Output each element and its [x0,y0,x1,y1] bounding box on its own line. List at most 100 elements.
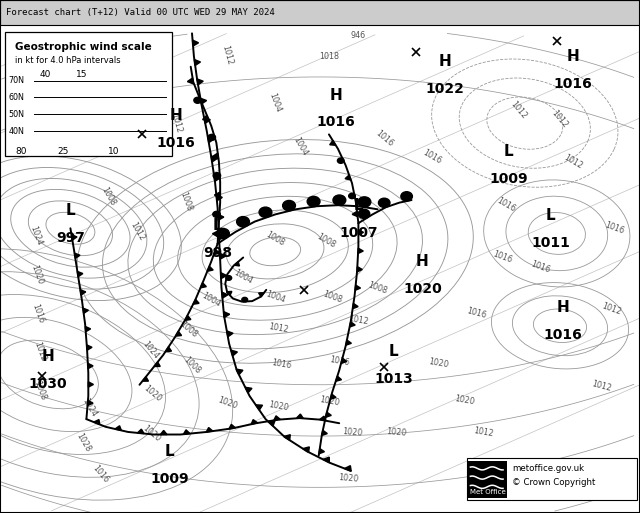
Polygon shape [227,331,233,337]
Text: 1022: 1022 [426,82,464,96]
Text: H: H [170,108,182,123]
Text: 1024: 1024 [28,225,44,247]
Text: 1011: 1011 [531,236,570,250]
Text: 1012: 1012 [600,301,622,317]
Polygon shape [208,137,214,143]
Polygon shape [346,340,351,345]
Text: H: H [557,301,570,315]
Polygon shape [341,358,347,363]
Polygon shape [207,266,213,271]
Text: 1008: 1008 [182,355,202,376]
Polygon shape [358,230,364,235]
Polygon shape [214,249,220,254]
Polygon shape [358,248,364,253]
Text: 1008: 1008 [367,281,388,296]
Circle shape [242,298,248,302]
Text: 60N: 60N [8,93,24,102]
Polygon shape [229,424,236,429]
Circle shape [213,172,221,179]
Text: 1016: 1016 [317,115,355,129]
Text: 1004: 1004 [200,291,222,309]
Polygon shape [83,308,88,313]
Text: 1008: 1008 [100,185,118,207]
Polygon shape [219,234,225,240]
Text: 1009: 1009 [150,472,189,486]
Text: 997: 997 [56,231,85,245]
Polygon shape [330,141,336,145]
Polygon shape [256,405,262,410]
Polygon shape [87,345,92,350]
Polygon shape [203,115,209,121]
Text: 1012: 1012 [129,221,147,243]
Circle shape [358,209,370,219]
Polygon shape [303,447,309,452]
Text: L: L [388,344,399,359]
Polygon shape [252,420,258,424]
Polygon shape [212,153,218,159]
Text: 1020: 1020 [216,395,238,410]
Text: 40N: 40N [8,127,24,136]
Polygon shape [88,382,93,387]
Text: 25: 25 [57,147,68,156]
Polygon shape [188,78,193,84]
Polygon shape [154,362,160,366]
Polygon shape [330,394,336,399]
Text: 1016: 1016 [374,129,394,148]
Polygon shape [231,350,237,356]
Polygon shape [88,363,93,369]
Polygon shape [138,429,144,433]
Text: Geostrophic wind scale: Geostrophic wind scale [15,42,152,52]
Circle shape [237,216,250,227]
Text: 1008: 1008 [316,232,337,250]
Text: 1016: 1016 [31,303,46,325]
Circle shape [216,228,229,239]
Polygon shape [323,457,330,463]
Polygon shape [214,192,220,198]
Polygon shape [211,156,218,162]
Polygon shape [184,430,190,434]
Polygon shape [355,285,360,290]
Polygon shape [357,267,362,272]
Polygon shape [234,262,239,266]
Text: H: H [416,254,429,269]
Polygon shape [296,414,303,419]
Text: 1024: 1024 [141,339,160,361]
Polygon shape [197,79,204,85]
Text: 1012: 1012 [591,379,612,393]
Circle shape [349,193,355,199]
Text: 998: 998 [203,246,232,260]
Text: 1008: 1008 [178,190,193,212]
Text: 1016: 1016 [554,77,592,91]
Text: 1016: 1016 [495,196,516,214]
Circle shape [208,134,216,141]
Text: 40: 40 [39,70,51,80]
Text: 10: 10 [108,147,120,156]
Text: 1012: 1012 [348,314,369,327]
Polygon shape [93,420,100,424]
Text: 1020: 1020 [403,282,442,296]
Text: 1016: 1016 [157,136,195,150]
Polygon shape [206,427,212,432]
Circle shape [226,275,232,280]
Polygon shape [220,253,226,259]
Circle shape [259,207,272,218]
Polygon shape [193,40,198,46]
Polygon shape [212,231,218,237]
Text: 1016: 1016 [91,464,110,485]
Text: 1016: 1016 [328,356,350,368]
Text: 1008: 1008 [322,290,344,305]
Text: 1024: 1024 [81,397,99,419]
Text: 1012: 1012 [220,44,234,66]
Text: 1012: 1012 [32,341,47,362]
Polygon shape [326,412,332,417]
Polygon shape [214,175,220,182]
Text: 1016: 1016 [492,250,513,265]
Text: metoffice.gov.uk
© Crown Copyright: metoffice.gov.uk © Crown Copyright [512,464,595,487]
Polygon shape [175,331,182,336]
Circle shape [358,197,371,207]
Text: 1012: 1012 [472,426,494,438]
Text: 1020: 1020 [268,400,289,412]
Text: 1016: 1016 [544,328,582,342]
Text: Forecast chart (T+12) Valid 00 UTC WED 29 MAY 2024: Forecast chart (T+12) Valid 00 UTC WED 2… [6,8,275,17]
Polygon shape [353,303,358,309]
